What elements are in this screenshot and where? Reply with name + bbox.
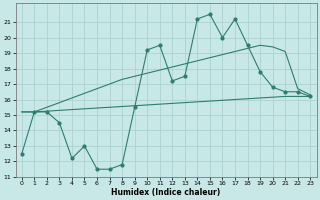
X-axis label: Humidex (Indice chaleur): Humidex (Indice chaleur) xyxy=(111,188,221,197)
